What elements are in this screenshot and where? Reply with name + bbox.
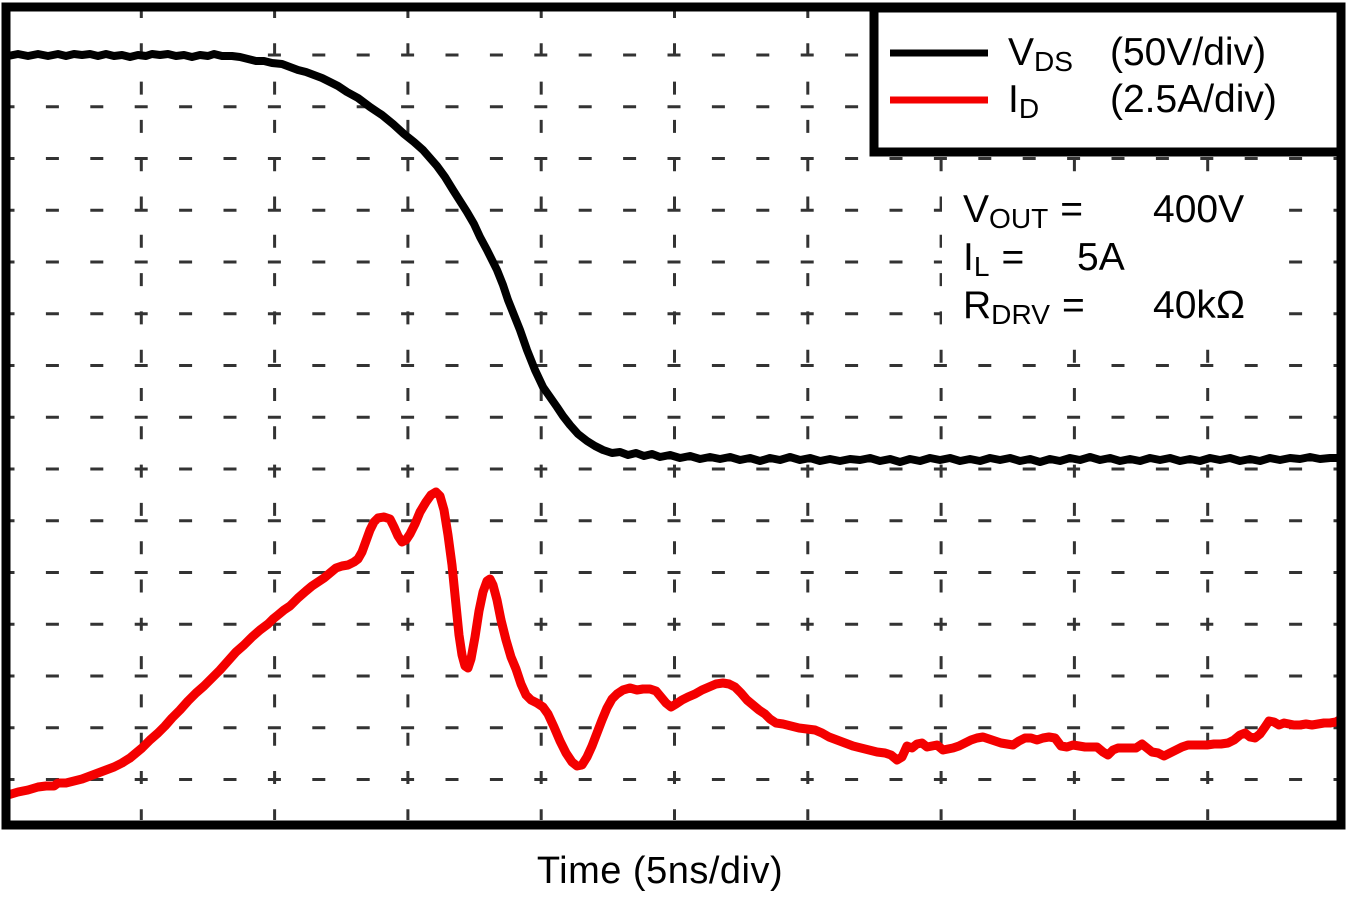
legend-scale-vds: (50V/div) <box>1110 31 1267 74</box>
legend-label-vds: V <box>1008 31 1035 74</box>
condition-vout-sub: OUT <box>989 203 1049 235</box>
condition-vout: VOUT = 400V <box>963 186 1244 235</box>
condition-il-sub: L <box>973 251 990 283</box>
legend-label-vds-sub: DS <box>1034 46 1074 78</box>
condition-vout-symbol: V <box>963 188 990 231</box>
plot-border <box>1 2 1346 830</box>
legend-item-id: ID (2.5A/div) <box>1008 77 1277 125</box>
condition-il-symbol: I <box>963 236 974 279</box>
legend-scale-id: (2.5A/div) <box>1110 78 1277 121</box>
conditions-backdrop <box>942 180 1268 332</box>
condition-vout-equals: = <box>1060 188 1084 231</box>
condition-vout-value: 400V <box>1153 188 1245 231</box>
trace-layer <box>3 50 1346 800</box>
condition-il: IL = 5A <box>963 234 1125 283</box>
condition-rdrv-symbol: R <box>963 284 992 327</box>
condition-rdrv-sub: DRV <box>991 299 1050 331</box>
legend-label-id-sub: D <box>1018 93 1040 125</box>
legend-item-vds: VDS (50V/div) <box>1008 30 1266 78</box>
condition-rdrv-value: 40kΩ <box>1153 284 1246 327</box>
condition-il-equals: = <box>1001 236 1025 279</box>
condition-il-value: 5A <box>1077 236 1125 279</box>
condition-rdrv-equals: = <box>1061 284 1085 327</box>
condition-rdrv: RDRV = 40kΩ <box>963 282 1245 331</box>
legend-box <box>869 3 1346 157</box>
id-trace <box>3 487 1346 800</box>
x-axis-label: Time (5ns/div) <box>536 850 784 892</box>
vds-trace <box>4 50 1345 466</box>
legend-label-id: I <box>1008 78 1019 121</box>
test-conditions: VOUT = 400V IL = 5A RDRV = 40kΩ <box>963 186 1245 331</box>
graticule-grid <box>10 11 1337 820</box>
